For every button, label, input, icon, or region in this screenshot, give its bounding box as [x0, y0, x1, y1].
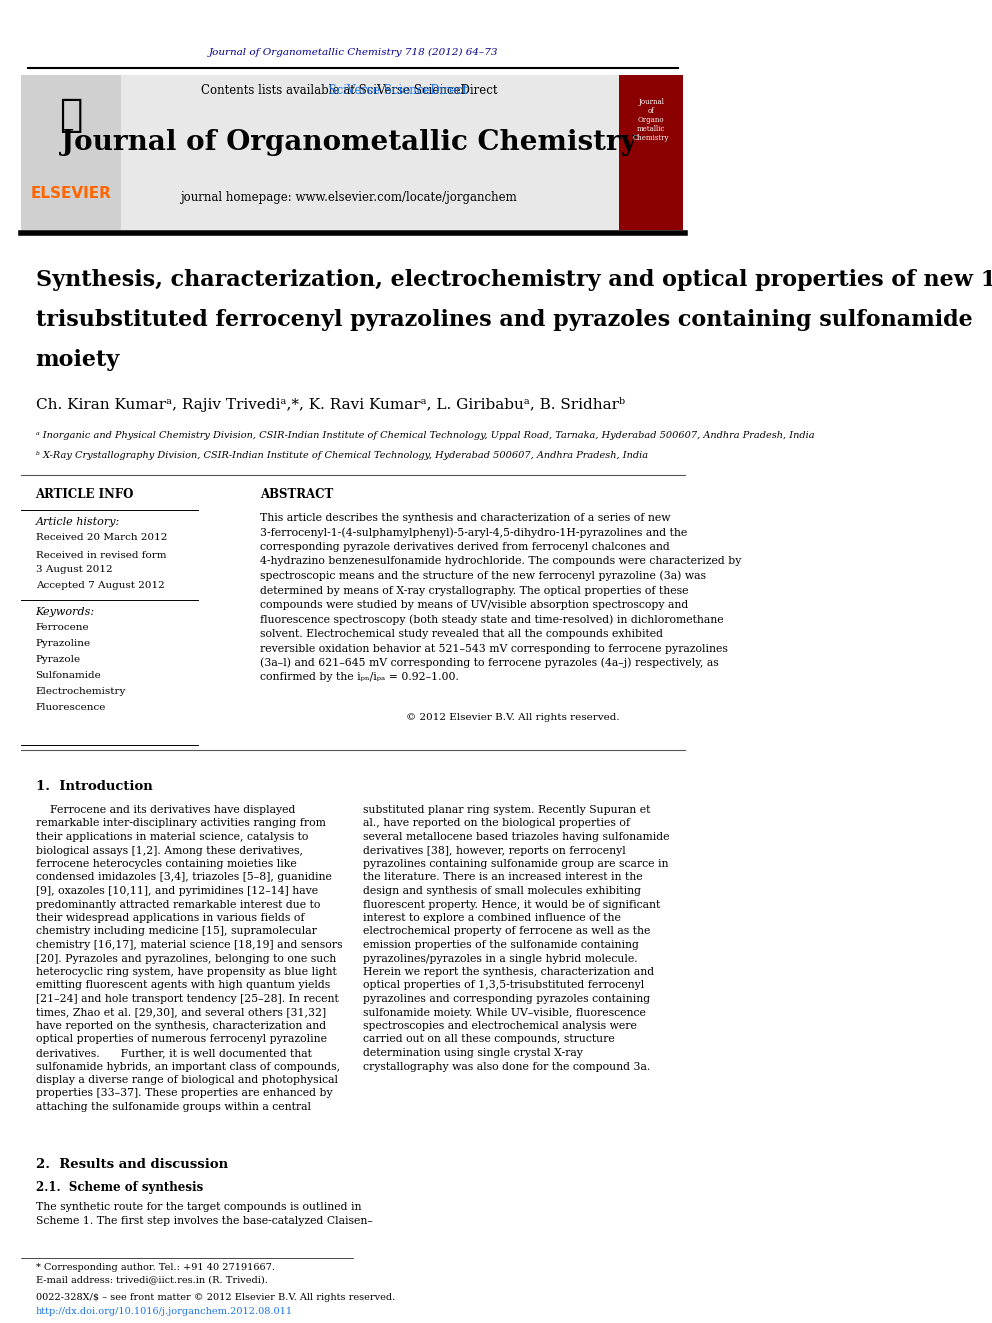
Text: 🌳: 🌳	[60, 97, 83, 134]
Text: chemistry [16,17], material science [18,19] and sensors: chemistry [16,17], material science [18,…	[36, 941, 342, 950]
Text: Scheme 1. The first step involves the base-catalyzed Claisen–: Scheme 1. The first step involves the ba…	[36, 1216, 372, 1226]
Text: remarkable inter-disciplinary activities ranging from: remarkable inter-disciplinary activities…	[36, 819, 325, 828]
Text: several metallocene based triazoles having sulfonamide: several metallocene based triazoles havi…	[363, 832, 670, 841]
Text: display a diverse range of biological and photophysical: display a diverse range of biological an…	[36, 1076, 337, 1085]
Text: Received in revised form: Received in revised form	[36, 550, 166, 560]
Text: trisubstituted ferrocenyl pyrazolines and pyrazoles containing sulfonamide: trisubstituted ferrocenyl pyrazolines an…	[36, 310, 972, 331]
Text: [21–24] and hole transport tendency [25–28]. In recent: [21–24] and hole transport tendency [25–…	[36, 994, 338, 1004]
Text: confirmed by the iₚₙ/iₚₐ = 0.92–1.00.: confirmed by the iₚₙ/iₚₐ = 0.92–1.00.	[260, 672, 458, 683]
Text: 1.  Introduction: 1. Introduction	[36, 781, 153, 794]
Text: Pyrazole: Pyrazole	[36, 655, 80, 664]
Text: interest to explore a combined influence of the: interest to explore a combined influence…	[363, 913, 621, 923]
Text: sulfonamide moiety. While UV–visible, fluorescence: sulfonamide moiety. While UV–visible, fl…	[363, 1008, 646, 1017]
Text: pyrazolines containing sulfonamide group are scarce in: pyrazolines containing sulfonamide group…	[363, 859, 669, 869]
Text: compounds were studied by means of UV/visible absorption spectroscopy and: compounds were studied by means of UV/vi…	[260, 601, 688, 610]
Text: emission properties of the sulfonamide containing: emission properties of the sulfonamide c…	[363, 941, 639, 950]
Text: 3 August 2012: 3 August 2012	[36, 565, 112, 574]
Text: Ferrocene: Ferrocene	[36, 623, 89, 632]
Text: This article describes the synthesis and characterization of a series of new: This article describes the synthesis and…	[260, 513, 671, 523]
Text: reversible oxidation behavior at 521–543 mV corresponding to ferrocene pyrazolin: reversible oxidation behavior at 521–543…	[260, 643, 728, 654]
Text: determination using single crystal X-ray: determination using single crystal X-ray	[363, 1048, 583, 1058]
Text: their widespread applications in various fields of: their widespread applications in various…	[36, 913, 305, 923]
Text: ferrocene heterocycles containing moieties like: ferrocene heterocycles containing moieti…	[36, 859, 297, 869]
Text: al., have reported on the biological properties of: al., have reported on the biological pro…	[363, 819, 630, 828]
Text: Journal of Organometallic Chemistry 718 (2012) 64–73: Journal of Organometallic Chemistry 718 …	[208, 48, 498, 57]
Text: [20]. Pyrazoles and pyrazolines, belonging to one such: [20]. Pyrazoles and pyrazolines, belongi…	[36, 954, 336, 963]
Text: pyrazolines and corresponding pyrazoles containing: pyrazolines and corresponding pyrazoles …	[363, 994, 650, 1004]
Bar	[22, 75, 634, 230]
Text: Received 20 March 2012: Received 20 March 2012	[36, 533, 167, 542]
Text: sulfonamide hybrids, an important class of compounds,: sulfonamide hybrids, an important class …	[36, 1061, 339, 1072]
Text: Contents lists available at SciVerse ScienceDirect: Contents lists available at SciVerse Sci…	[200, 83, 497, 97]
Text: derivatives.      Further, it is well documented that: derivatives. Further, it is well documen…	[36, 1048, 311, 1058]
Text: emitting fluorescent agents with high quantum yields: emitting fluorescent agents with high qu…	[36, 980, 329, 991]
Text: Accepted 7 August 2012: Accepted 7 August 2012	[36, 581, 165, 590]
Text: Ferrocene and its derivatives have displayed: Ferrocene and its derivatives have displ…	[36, 804, 295, 815]
Text: determined by means of X-ray crystallography. The optical properties of these: determined by means of X-ray crystallogr…	[260, 586, 688, 595]
Text: Sulfonamide: Sulfonamide	[36, 672, 101, 680]
Text: 2.  Results and discussion: 2. Results and discussion	[36, 1159, 228, 1171]
Text: 0022-328X/$ – see front matter © 2012 Elsevier B.V. All rights reserved.: 0022-328X/$ – see front matter © 2012 El…	[36, 1294, 395, 1303]
Text: spectroscopic means and the structure of the new ferrocenyl pyrazoline (3a) was: spectroscopic means and the structure of…	[260, 570, 705, 581]
Text: corresponding pyrazole derivatives derived from ferrocenyl chalcones and: corresponding pyrazole derivatives deriv…	[260, 542, 670, 552]
Text: ELSEVIER: ELSEVIER	[31, 185, 112, 201]
Text: fluorescence spectroscopy (both steady state and time-resolved) in dichlorometha: fluorescence spectroscopy (both steady s…	[260, 614, 723, 624]
Text: Synthesis, characterization, electrochemistry and optical properties of new 1,3,: Synthesis, characterization, electrochem…	[36, 269, 992, 291]
Text: [9], oxazoles [10,11], and pyrimidines [12–14] have: [9], oxazoles [10,11], and pyrimidines […	[36, 886, 317, 896]
Bar	[619, 75, 683, 230]
Text: derivatives [38], however, reports on ferrocenyl: derivatives [38], however, reports on fe…	[363, 845, 626, 856]
Text: Fluorescence: Fluorescence	[36, 704, 106, 713]
Text: substituted planar ring system. Recently Supuran et: substituted planar ring system. Recently…	[363, 804, 651, 815]
Text: properties [33–37]. These properties are enhanced by: properties [33–37]. These properties are…	[36, 1089, 332, 1098]
Text: Journal of Organometallic Chemistry: Journal of Organometallic Chemistry	[61, 130, 637, 156]
Text: pyrazolines/pyrazoles in a single hybrid molecule.: pyrazolines/pyrazoles in a single hybrid…	[363, 954, 638, 963]
Text: 4-hydrazino benzenesulfonamide hydrochloride. The compounds were characterized b: 4-hydrazino benzenesulfonamide hydrochlo…	[260, 557, 741, 566]
Text: Journal
of
Organo
metallic
Chemistry: Journal of Organo metallic Chemistry	[633, 98, 670, 143]
Text: http://dx.doi.org/10.1016/j.jorganchem.2012.08.011: http://dx.doi.org/10.1016/j.jorganchem.2…	[36, 1307, 293, 1316]
Text: (3a–l) and 621–645 mV corresponding to ferrocene pyrazoles (4a–j) respectively, : (3a–l) and 621–645 mV corresponding to f…	[260, 658, 718, 668]
Text: electrochemical property of ferrocene as well as the: electrochemical property of ferrocene as…	[363, 926, 651, 937]
Text: * Corresponding author. Tel.: +91 40 27191667.: * Corresponding author. Tel.: +91 40 271…	[36, 1262, 275, 1271]
Text: 3-ferrocenyl-1-(4-sulphamylphenyl)-5-aryl-4,5-dihydro-1H-pyrazolines and the: 3-ferrocenyl-1-(4-sulphamylphenyl)-5-ary…	[260, 528, 687, 537]
Text: spectroscopies and electrochemical analysis were: spectroscopies and electrochemical analy…	[363, 1021, 637, 1031]
Text: ᵃ Inorganic and Physical Chemistry Division, CSIR-Indian Institute of Chemical T: ᵃ Inorganic and Physical Chemistry Divis…	[36, 430, 814, 439]
Text: carried out on all these compounds, structure: carried out on all these compounds, stru…	[363, 1035, 615, 1044]
Text: chemistry including medicine [15], supramolecular: chemistry including medicine [15], supra…	[36, 926, 316, 937]
Text: 2.1.  Scheme of synthesis: 2.1. Scheme of synthesis	[36, 1180, 202, 1193]
Text: predominantly attracted remarkable interest due to: predominantly attracted remarkable inter…	[36, 900, 320, 909]
Text: their applications in material science, catalysis to: their applications in material science, …	[36, 832, 308, 841]
Text: optical properties of 1,3,5-trisubstituted ferrocenyl: optical properties of 1,3,5-trisubstitut…	[363, 980, 644, 991]
Text: journal homepage: www.elsevier.com/locate/jorganchem: journal homepage: www.elsevier.com/locat…	[181, 192, 517, 205]
Text: ᵇ X-Ray Crystallography Division, CSIR-Indian Institute of Chemical Technology, : ᵇ X-Ray Crystallography Division, CSIR-I…	[36, 451, 648, 459]
Text: © 2012 Elsevier B.V. All rights reserved.: © 2012 Elsevier B.V. All rights reserved…	[406, 713, 619, 722]
Text: have reported on the synthesis, characterization and: have reported on the synthesis, characte…	[36, 1021, 325, 1031]
Text: Keywords:: Keywords:	[36, 607, 94, 617]
Text: ARTICLE INFO: ARTICLE INFO	[36, 488, 134, 501]
Text: Electrochemistry: Electrochemistry	[36, 688, 126, 696]
Text: Article history:: Article history:	[36, 517, 120, 527]
Text: fluorescent property. Hence, it would be of significant: fluorescent property. Hence, it would be…	[363, 900, 661, 909]
Text: attaching the sulfonamide groups within a central: attaching the sulfonamide groups within …	[36, 1102, 310, 1113]
Text: heterocyclic ring system, have propensity as blue light: heterocyclic ring system, have propensit…	[36, 967, 336, 976]
Text: moiety: moiety	[36, 349, 120, 370]
Text: Pyrazoline: Pyrazoline	[36, 639, 90, 648]
Text: biological assays [1,2]. Among these derivatives,: biological assays [1,2]. Among these der…	[36, 845, 303, 856]
Text: ABSTRACT: ABSTRACT	[260, 488, 333, 501]
Text: E-mail address: trivedi@iict.res.in (R. Trivedi).: E-mail address: trivedi@iict.res.in (R. …	[36, 1275, 268, 1285]
Text: SciVerse ScienceDirect: SciVerse ScienceDirect	[230, 83, 467, 97]
Text: design and synthesis of small molecules exhibiting: design and synthesis of small molecules …	[363, 886, 641, 896]
Text: Herein we report the synthesis, characterization and: Herein we report the synthesis, characte…	[363, 967, 654, 976]
Text: condensed imidazoles [3,4], triazoles [5–8], guanidine: condensed imidazoles [3,4], triazoles [5…	[36, 872, 331, 882]
Text: solvent. Electrochemical study revealed that all the compounds exhibited: solvent. Electrochemical study revealed …	[260, 628, 663, 639]
Text: the literature. There is an increased interest in the: the literature. There is an increased in…	[363, 872, 643, 882]
Bar	[22, 75, 121, 230]
Text: The synthetic route for the target compounds is outlined in: The synthetic route for the target compo…	[36, 1203, 361, 1212]
Text: crystallography was also done for the compound 3a.: crystallography was also done for the co…	[363, 1061, 650, 1072]
Text: Ch. Kiran Kumarᵃ, Rajiv Trivediᵃ,*, K. Ravi Kumarᵃ, L. Giribabuᵃ, B. Sridharᵇ: Ch. Kiran Kumarᵃ, Rajiv Trivediᵃ,*, K. R…	[36, 397, 625, 413]
Text: times, Zhao et al. [29,30], and several others [31,32]: times, Zhao et al. [29,30], and several …	[36, 1008, 325, 1017]
Text: optical properties of numerous ferrocenyl pyrazoline: optical properties of numerous ferroceny…	[36, 1035, 326, 1044]
